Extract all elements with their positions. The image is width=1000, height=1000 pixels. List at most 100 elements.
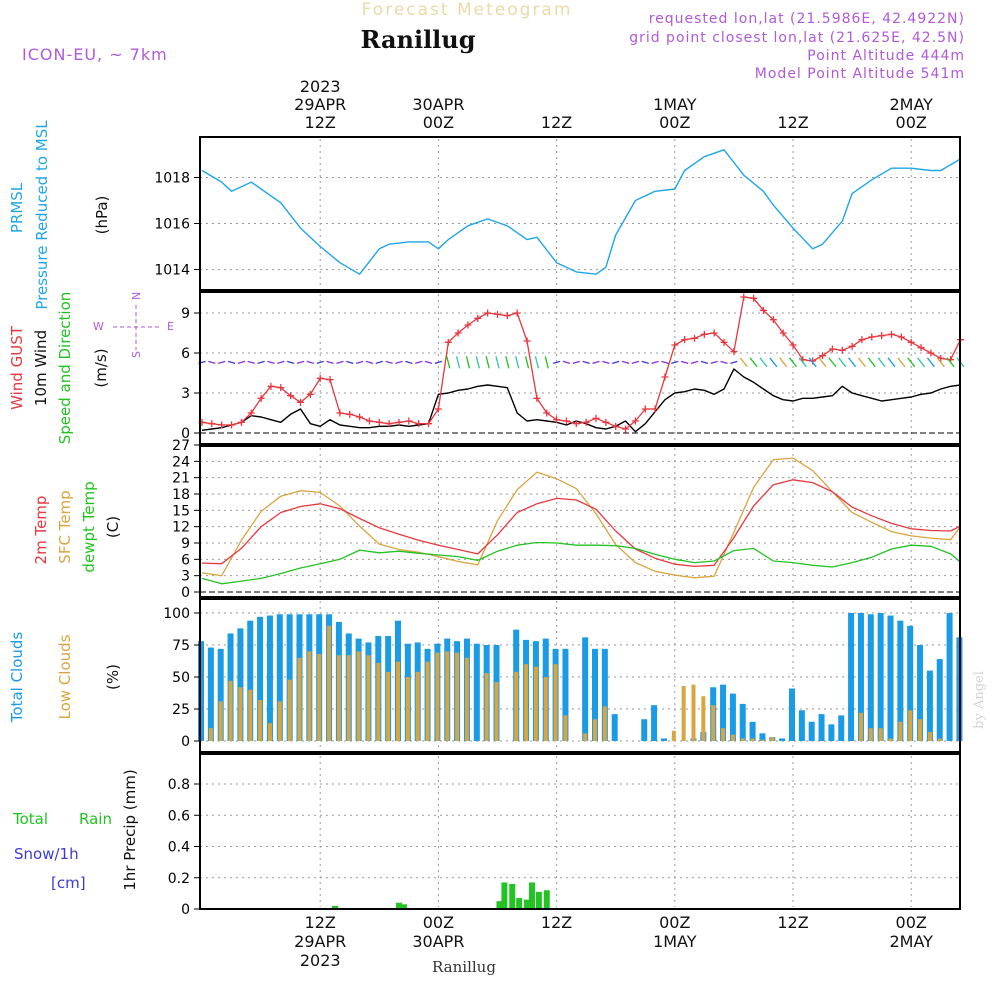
panel-frame-0 (199, 136, 961, 291)
wind-gust-marker (700, 330, 708, 338)
total-cloud-bar (276, 614, 283, 741)
low-cloud-bar (277, 701, 282, 741)
wind-speed-line (201, 368, 961, 433)
precip-label-total: Total (12, 810, 48, 828)
wind-gust-marker (631, 417, 639, 425)
wind-gust-marker (543, 409, 551, 417)
low-cloud-bar (602, 706, 607, 741)
wind-direction-arrow (720, 360, 728, 364)
wind-gust-marker (661, 373, 669, 381)
total-cloud-bar (207, 647, 214, 741)
wind-gust-marker (612, 422, 620, 430)
model-altitude: Model Point Altitude 541m (755, 66, 965, 82)
compass-s: S (130, 351, 143, 358)
low-cloud-bar (868, 728, 873, 741)
low-cloud-bar (730, 734, 735, 741)
time-label-top: 12Z (777, 113, 808, 132)
low-cloud-bar (248, 689, 253, 741)
wind-gust-marker (484, 309, 492, 317)
y-tick-label: 1018 (154, 170, 190, 186)
wind-direction-arrow (887, 357, 896, 368)
wind-direction-arrow (602, 360, 610, 364)
low-cloud-bar (425, 661, 430, 741)
low-cloud-bar (543, 677, 548, 741)
wind-gust-marker (907, 338, 915, 346)
wind-direction-arrow (621, 360, 630, 364)
wind-direction-arrow (818, 357, 827, 368)
total-cloud-bar (217, 648, 224, 741)
low-cloud-bar (366, 655, 371, 741)
total-cloud-bar (582, 637, 589, 741)
wind-gust-marker (622, 425, 630, 433)
wind-gust-marker (503, 312, 511, 320)
low-cloud-bar (593, 719, 597, 741)
wind-gust-marker (819, 352, 827, 360)
wind-direction-arrow (455, 356, 461, 369)
low-cloud-bar (770, 737, 775, 741)
low-cloud-bar (858, 712, 863, 741)
wind-gust-marker (533, 394, 541, 402)
low-cloud-bar (927, 732, 932, 741)
total-cloud-bar (887, 615, 894, 741)
wind-direction-arrow (582, 360, 590, 364)
low-cloud-bar (218, 701, 223, 741)
total-cloud-bar (867, 614, 874, 741)
wind-gust-line (201, 296, 961, 430)
precip-bar (331, 905, 338, 909)
wind-gust-marker (228, 421, 236, 429)
wind-direction-arrow (267, 360, 275, 364)
total-cloud-bar (857, 613, 864, 741)
time-label-top: 00Z (423, 113, 454, 132)
wind-gust-marker (237, 418, 245, 426)
wind-gust-marker (218, 421, 226, 429)
wind-gust-marker (779, 329, 787, 337)
low-cloud-bar (376, 662, 381, 741)
wind-direction-arrow (828, 357, 837, 368)
panel-frame-3 (199, 598, 961, 753)
y-tick-label: 15 (172, 503, 190, 519)
precip-bar (496, 901, 503, 909)
wind-gust-marker (868, 333, 876, 341)
total-cloud-bar (237, 628, 244, 741)
wind-gust-marker (838, 346, 846, 354)
wind-direction-arrow (572, 360, 580, 364)
wind-direction-arrow (475, 356, 480, 369)
wind-direction-arrow (700, 360, 709, 364)
low-cloud-bar (494, 682, 499, 741)
precip-bar (535, 891, 542, 909)
precip-bar (516, 898, 523, 909)
wind-label-2: 10m Wind (32, 330, 50, 406)
panel-frame-4 (199, 753, 961, 910)
wind-direction-arrow (680, 360, 689, 364)
precip-bar (528, 882, 535, 909)
time-label-top: 2023 (300, 77, 341, 96)
wind-direction-arrow (405, 360, 413, 364)
low-cloud-bar (435, 652, 440, 741)
wind-gust-marker (750, 294, 758, 302)
y-tick-label: 3 (181, 386, 190, 402)
wind-gust-marker (257, 394, 265, 402)
pressure-line (201, 149, 961, 275)
wind-direction-arrow (296, 360, 305, 364)
wind-direction-arrow (710, 360, 718, 364)
precip-bar (524, 899, 531, 909)
total-cloud-bar (808, 721, 815, 741)
wind-gust-marker (888, 330, 895, 338)
y-tick-label: 18 (172, 487, 190, 503)
wind-gust-marker (267, 382, 275, 390)
precip-bar (509, 884, 516, 909)
total-cloud-bar (473, 643, 480, 741)
total-cloud-bar (798, 710, 805, 741)
wind-gust-marker (415, 420, 423, 428)
wind-direction-arrow (247, 360, 255, 364)
wind-direction-arrow (838, 357, 847, 368)
wind-gust-marker (572, 420, 580, 428)
low-cloud-bar (760, 739, 765, 741)
low-cloud-bar (671, 730, 676, 741)
low-cloud-bar (208, 728, 213, 741)
low-cloud-bar (228, 680, 233, 741)
wind-direction-arrow (749, 357, 758, 368)
precip-bar (396, 902, 402, 909)
wind-gust-marker (671, 341, 679, 349)
wind-direction-arrow (434, 360, 443, 364)
